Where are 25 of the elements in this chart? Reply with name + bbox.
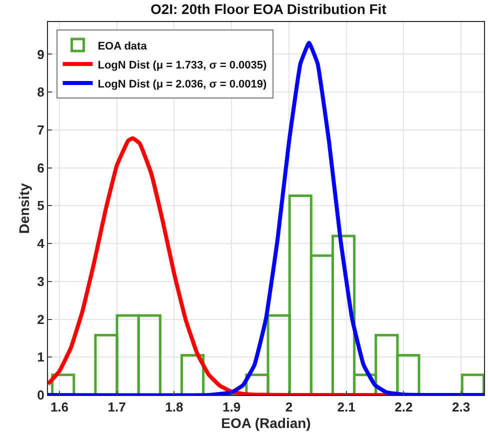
x-tick-label: 2 xyxy=(285,400,293,415)
chart-title: O2I: 20th Floor EOA Distribution Fit xyxy=(150,1,387,18)
x-tick-label: 2.2 xyxy=(394,400,413,415)
y-tick-label: 9 xyxy=(37,46,44,62)
y-tick-label: 6 xyxy=(37,160,44,176)
y-tick-label: 5 xyxy=(37,198,44,214)
y-tick-label: 4 xyxy=(37,236,46,252)
y-tick-label: 3 xyxy=(37,274,44,289)
x-tick-label: 1.6 xyxy=(50,400,69,415)
y-tick-label: 0 xyxy=(37,388,44,403)
line-series xyxy=(48,40,484,395)
legend-label: LogN Dist (μ = 1.733, σ = 0.0035) xyxy=(98,59,267,72)
x-axis-title: EOA (Radian) xyxy=(221,414,311,431)
y-tick-label: 7 xyxy=(37,122,44,138)
x-tick-label: 2.1 xyxy=(337,400,356,415)
x-tick-label: 1.8 xyxy=(165,400,184,415)
y-tick-label: 2 xyxy=(37,312,44,327)
x-tick-label: 2.3 xyxy=(452,400,470,415)
x-tick-label: 1.7 xyxy=(108,400,126,415)
legend-label: LogN Dist (μ = 2.036, σ = 0.0019) xyxy=(98,78,267,90)
y-tick-label: 8 xyxy=(37,84,44,100)
x-tick-label: 1.9 xyxy=(222,400,241,415)
y-tick-label: 1 xyxy=(37,350,44,365)
y-axis-title: Density xyxy=(16,183,32,234)
legend-label: EOA data xyxy=(98,40,148,52)
